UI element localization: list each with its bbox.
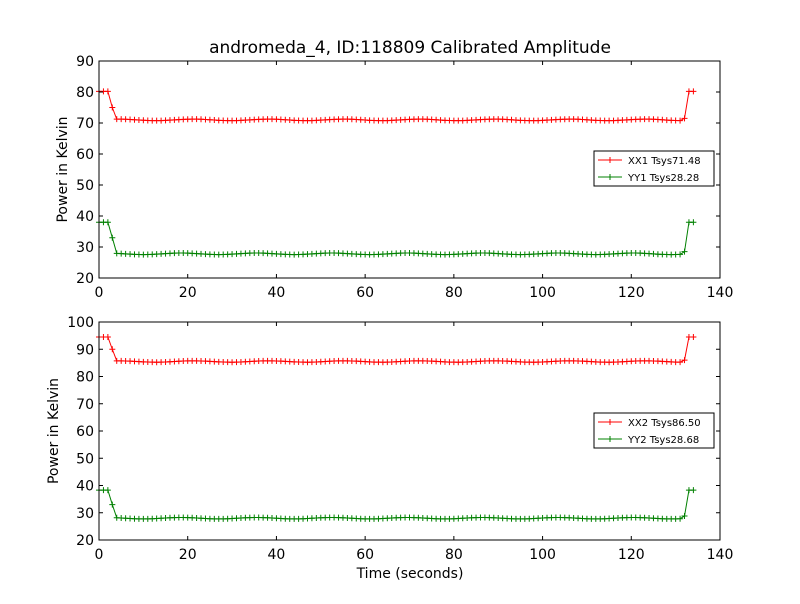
data-point [690,487,697,494]
chart-title: andromeda_4, ID:118809 Calibrated Amplit… [209,38,611,58]
plot-frame [98,60,721,279]
x-tick-label: 20 [179,285,197,301]
y-tick-label: 20 [76,271,94,287]
y-tick-label: 90 [76,342,94,358]
x-tick-label: 100 [529,547,556,563]
data-point [677,359,684,366]
y-tick-label: 50 [76,178,94,194]
x-tick-label: 120 [618,547,645,563]
x-tick-label: 0 [95,547,104,563]
series-2-1 [96,333,697,366]
y-axis-label: Power in Kelvin [46,378,62,484]
series-1-1 [96,88,697,124]
data-point [677,251,684,258]
data-point [690,333,697,340]
y-axis-label: Power in Kelvin [55,116,71,222]
data-point [109,501,116,508]
y-tick-label: 90 [76,54,94,70]
data-point [109,234,116,241]
y-tick-label: 60 [76,147,94,163]
y-tick-label: 40 [76,479,94,495]
data-point [681,115,688,122]
data-point [681,248,688,255]
series-2-2 [96,487,697,522]
legend-marker [607,157,613,163]
data-point [109,346,116,353]
data-point [109,104,116,111]
x-axis-label: Time (seconds) [356,566,464,582]
x-tick-label: 80 [445,547,463,563]
x-tick-label: 20 [179,547,197,563]
y-tick-label: 70 [76,116,94,132]
y-tick-label: 100 [67,315,94,331]
x-tick-label: 0 [95,285,104,301]
y-tick-label: 30 [76,506,94,522]
legend: XX2 Tsys86.50 YY2 Tsys28.68 [593,412,715,449]
y-tick-label: 20 [76,533,94,549]
x-tick-label: 80 [445,285,463,301]
data-point [104,487,111,494]
x-tick-label: 140 [707,547,734,563]
x-tick-label: 60 [356,285,374,301]
data-point [104,333,111,340]
series-1-2 [96,219,697,258]
x-tick-label: 40 [268,547,286,563]
y-tick-label: 80 [76,85,94,101]
bottom-panel: 0 20 40 60 80 100 120 1402030405060708090100Pow… [46,315,733,563]
x-tick-label: 140 [707,285,734,301]
data-point [104,219,111,226]
data-point [690,219,697,226]
data-point [690,88,697,95]
legend-label: XX2 Tsys86.50 [628,418,701,429]
x-tick-label: 40 [268,285,286,301]
y-tick-label: 50 [76,451,94,467]
series-line [99,221,694,256]
y-tick-label: 60 [76,424,94,440]
data-point [677,515,684,522]
x-tick-label: 120 [618,285,645,301]
legend-label: YY1 Tsys28.28 [627,173,699,184]
data-point [681,513,688,520]
x-tick-label: 100 [529,285,556,301]
data-point [677,117,684,124]
legend-marker [607,436,613,442]
legend-box [593,412,715,449]
x-tick-label: 60 [356,547,374,563]
y-tick-label: 30 [76,240,94,256]
data-point [104,88,111,95]
series-line [99,489,694,520]
y-tick-label: 40 [76,209,94,225]
y-tick-label: 70 [76,397,94,413]
legend-box [593,150,715,187]
data-point [681,357,688,364]
legend-label: YY2 Tsys28.68 [627,435,699,446]
legend-marker [607,419,613,425]
legend-label: XX1 Tsys71.48 [628,156,701,167]
top-panel: 0 20 40 60 80 100 120 1402030405060708090Power … [55,54,733,301]
legend: XX1 Tsys71.48 YY1 Tsys28.28 [593,150,715,187]
legend-marker [607,174,613,180]
y-tick-label: 80 [76,370,94,386]
